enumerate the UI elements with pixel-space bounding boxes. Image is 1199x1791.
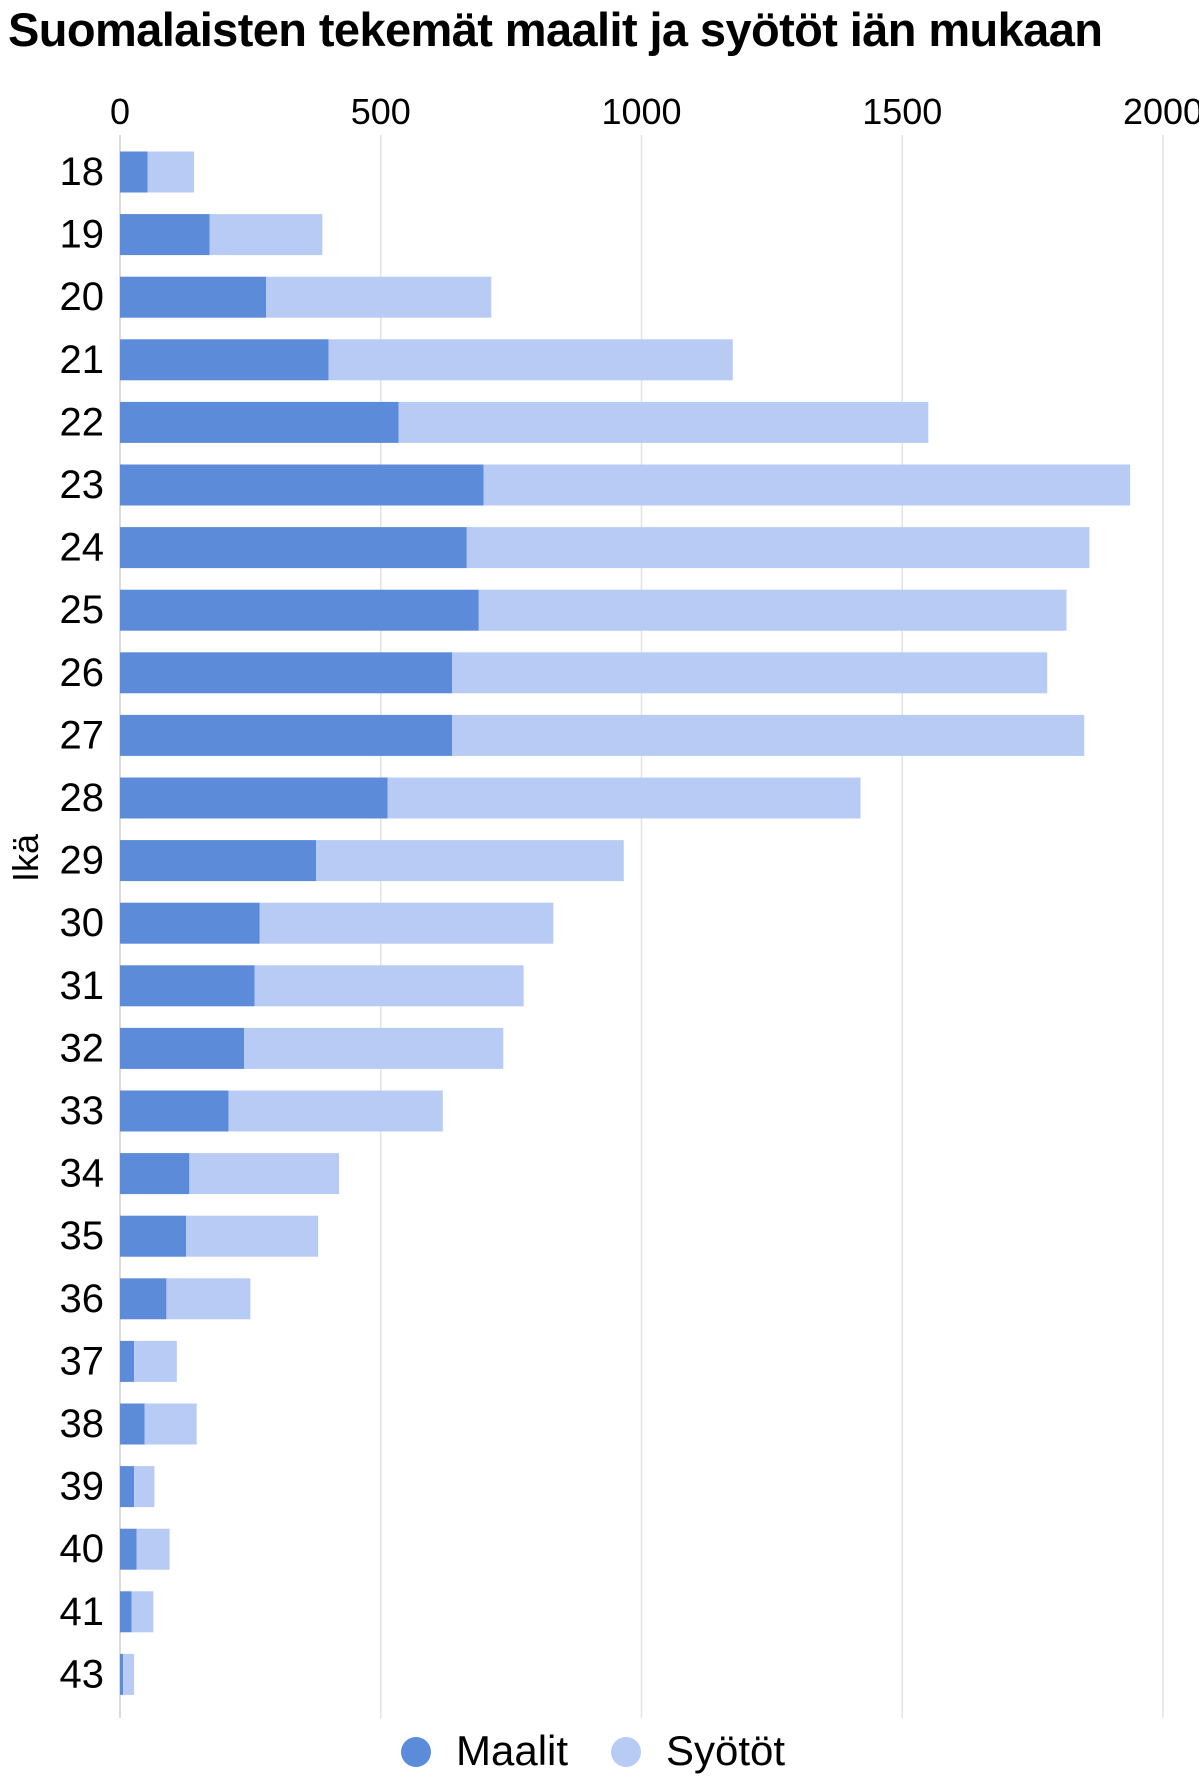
bar-syotot bbox=[259, 902, 554, 944]
bar-syotot bbox=[254, 965, 524, 1007]
y-tick-label: 29 bbox=[60, 839, 105, 883]
bar-syotot bbox=[209, 214, 323, 256]
bar-maalit bbox=[120, 1528, 137, 1570]
bar-syotot bbox=[166, 1278, 251, 1320]
bar-syotot bbox=[136, 1528, 170, 1570]
bar-maalit bbox=[120, 777, 388, 819]
bar-syotot bbox=[134, 1466, 155, 1508]
bar-syotot bbox=[131, 1591, 154, 1633]
bar-syotot bbox=[244, 1027, 504, 1069]
bar-syotot bbox=[316, 840, 624, 882]
bar-maalit bbox=[120, 1278, 167, 1320]
y-tick-label: 23 bbox=[60, 463, 105, 507]
x-axis-ticks: 0 500 1000 1500 2000 bbox=[110, 91, 1199, 132]
bar-syotot bbox=[387, 777, 861, 819]
x-tick-label: 0 bbox=[110, 91, 130, 132]
bar-maalit bbox=[120, 214, 210, 256]
x-tick-label: 1000 bbox=[601, 91, 681, 132]
y-axis-label: Ikä bbox=[5, 833, 46, 882]
y-tick-label: 28 bbox=[60, 776, 105, 820]
chart-title: Suomalaisten tekemät maalit ja syötöt iä… bbox=[8, 3, 1103, 56]
bar-maalit bbox=[120, 151, 148, 193]
bar-syotot bbox=[228, 1090, 443, 1132]
bar-syotot bbox=[147, 151, 195, 193]
legend-swatch bbox=[401, 1737, 431, 1767]
y-tick-label: 22 bbox=[60, 400, 105, 444]
bar-maalit bbox=[120, 464, 484, 506]
bar-maalit bbox=[120, 652, 453, 694]
bar-syotot bbox=[266, 276, 492, 318]
y-tick-label: 20 bbox=[60, 275, 105, 319]
bar-maalit bbox=[120, 527, 467, 569]
bar-maalit bbox=[120, 965, 255, 1007]
y-tick-label: 40 bbox=[60, 1527, 105, 1571]
bar-maalit bbox=[120, 1090, 229, 1132]
legend: Maalit Syötöt bbox=[401, 1727, 785, 1774]
bar-syotot bbox=[328, 339, 733, 381]
bar-maalit bbox=[120, 1027, 245, 1069]
bar-maalit bbox=[120, 840, 317, 882]
legend-swatch bbox=[611, 1737, 641, 1767]
bar-maalit bbox=[120, 1340, 135, 1382]
y-tick-label: 21 bbox=[60, 338, 105, 382]
y-tick-label: 41 bbox=[60, 1590, 105, 1634]
bar-syotot bbox=[452, 652, 1048, 694]
bar-syotot bbox=[466, 527, 1090, 569]
bars bbox=[120, 151, 1131, 1695]
y-tick-label: 33 bbox=[60, 1089, 105, 1133]
y-tick-label: 27 bbox=[60, 713, 105, 757]
y-tick-label: 38 bbox=[60, 1402, 105, 1446]
bar-syotot bbox=[123, 1653, 135, 1695]
bar-maalit bbox=[120, 339, 329, 381]
y-tick-label: 30 bbox=[60, 901, 105, 945]
y-tick-label: 26 bbox=[60, 651, 105, 695]
bar-syotot bbox=[189, 1153, 340, 1195]
legend-label: Maalit bbox=[456, 1727, 568, 1774]
bar-maalit bbox=[120, 276, 267, 318]
bar-syotot bbox=[483, 464, 1131, 506]
bar-maalit bbox=[120, 902, 260, 944]
y-tick-label: 35 bbox=[60, 1214, 105, 1258]
y-axis-categories: 18 19 20 21 22 23 24 25 26 27 28 29 30 31 32 33 34 35 36 37… bbox=[60, 150, 105, 1696]
bar-maalit bbox=[120, 589, 479, 631]
y-tick-label: 24 bbox=[60, 526, 105, 570]
x-tick-label: 2000 bbox=[1123, 91, 1199, 132]
bar-maalit bbox=[120, 1153, 190, 1195]
y-tick-label: 31 bbox=[60, 964, 105, 1008]
bar-syotot bbox=[134, 1340, 177, 1382]
y-tick-label: 18 bbox=[60, 150, 105, 194]
bar-maalit bbox=[120, 401, 399, 443]
legend-label: Syötöt bbox=[666, 1727, 785, 1774]
bar-maalit bbox=[120, 1466, 135, 1508]
y-tick-label: 39 bbox=[60, 1465, 105, 1509]
y-tick-label: 32 bbox=[60, 1026, 105, 1070]
bar-syotot bbox=[398, 401, 929, 443]
y-tick-label: 36 bbox=[60, 1277, 105, 1321]
bar-syotot bbox=[144, 1403, 197, 1445]
bar-syotot bbox=[186, 1215, 319, 1257]
y-tick-label: 37 bbox=[60, 1339, 105, 1383]
y-tick-label: 19 bbox=[60, 213, 105, 257]
bar-maalit bbox=[120, 1653, 124, 1695]
bar-maalit bbox=[120, 1591, 132, 1633]
bar-syotot bbox=[478, 589, 1067, 631]
y-tick-label: 34 bbox=[60, 1152, 105, 1196]
bar-maalit bbox=[120, 1215, 187, 1257]
y-tick-label: 25 bbox=[60, 588, 105, 632]
bar-maalit bbox=[120, 1403, 145, 1445]
bar-maalit bbox=[120, 714, 453, 756]
x-tick-label: 500 bbox=[351, 91, 411, 132]
y-tick-label: 43 bbox=[60, 1652, 105, 1696]
x-tick-label: 1500 bbox=[862, 91, 942, 132]
bar-syotot bbox=[452, 714, 1085, 756]
